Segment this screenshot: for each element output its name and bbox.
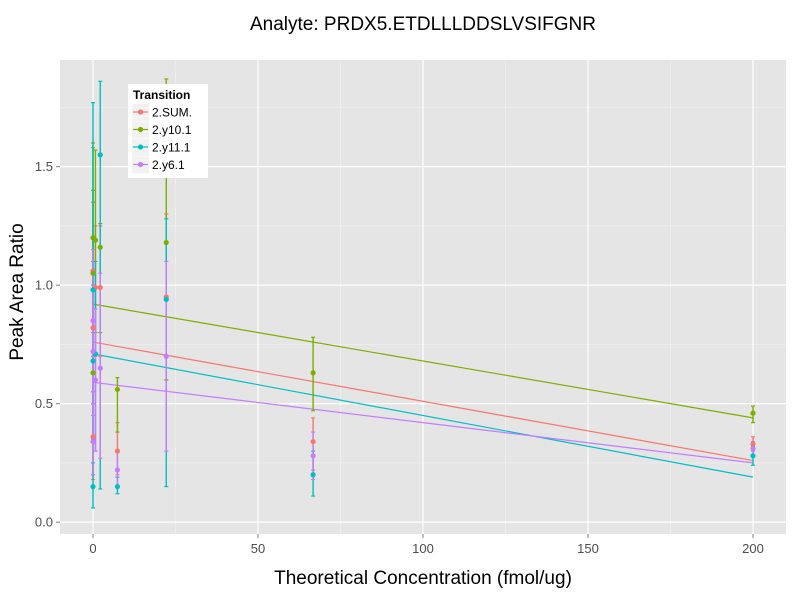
data-point <box>97 152 103 158</box>
data-point <box>114 484 121 490</box>
y-tick-label: 0.0 <box>35 515 53 530</box>
legend-label: 2.y11.1 <box>152 141 191 155</box>
data-point <box>750 446 756 452</box>
y-tick-label: 1.0 <box>35 278 53 293</box>
data-point <box>90 325 96 331</box>
data-point <box>90 318 96 324</box>
data-point <box>310 453 316 459</box>
data-point <box>90 438 96 445</box>
legend-key-point <box>137 161 144 168</box>
x-tick-label: 150 <box>577 541 599 556</box>
data-point <box>163 353 169 359</box>
legend-title: Transition <box>133 88 190 102</box>
data-point <box>310 370 316 376</box>
x-tick-label: 200 <box>742 541 764 556</box>
data-point <box>750 441 756 447</box>
x-tick-label: 50 <box>251 541 265 556</box>
data-point <box>97 244 103 250</box>
fit-line <box>92 381 754 464</box>
data-point <box>163 239 169 246</box>
error-bars <box>91 78 755 509</box>
y-tick-label: 1.5 <box>35 159 53 174</box>
legend: Transition 2.SUM. 2.y10.1 2.y11.1 2.y6.1 <box>128 84 208 178</box>
y-tick-label: 0.5 <box>35 396 53 411</box>
fit-line <box>92 303 754 419</box>
data-point <box>114 448 121 454</box>
x-tick-label: 100 <box>412 541 434 556</box>
legend-key-point <box>137 126 144 133</box>
legend-label: 2.SUM. <box>152 106 192 120</box>
data-point <box>92 377 99 383</box>
data-point <box>114 467 121 473</box>
data-point <box>163 296 169 302</box>
data-point <box>750 453 756 459</box>
data-point <box>97 284 103 291</box>
data-point <box>310 472 316 478</box>
x-tick-label: 0 <box>89 541 96 556</box>
data-point <box>90 370 96 376</box>
fit-line <box>92 353 754 478</box>
data-point <box>310 438 316 445</box>
data-point <box>90 270 96 276</box>
data-points <box>90 152 756 490</box>
data-point <box>90 348 96 355</box>
data-point <box>97 365 103 371</box>
legend-key-point <box>137 109 144 115</box>
fit-lines <box>92 303 754 478</box>
data-point <box>92 237 99 243</box>
fit-line <box>92 341 754 462</box>
data-point <box>750 410 756 416</box>
axis-ticks: 0 50 100 150 200 0.0 0.5 1.0 1.5 <box>35 159 764 556</box>
legend-label: 2.y10.1 <box>152 123 192 137</box>
data-point <box>90 484 96 490</box>
legend-key-point <box>137 144 144 150</box>
data-point <box>90 358 96 364</box>
chart-title: Analyte: PRDX5.ETDLLLDDSLVSIFGNR <box>250 14 596 35</box>
data-point <box>114 386 121 393</box>
legend-label: 2.y6.1 <box>152 158 185 172</box>
data-point <box>90 287 96 293</box>
data-point <box>90 434 96 440</box>
x-axis-label: Theoretical Concentration (fmol/ug) <box>274 568 572 589</box>
